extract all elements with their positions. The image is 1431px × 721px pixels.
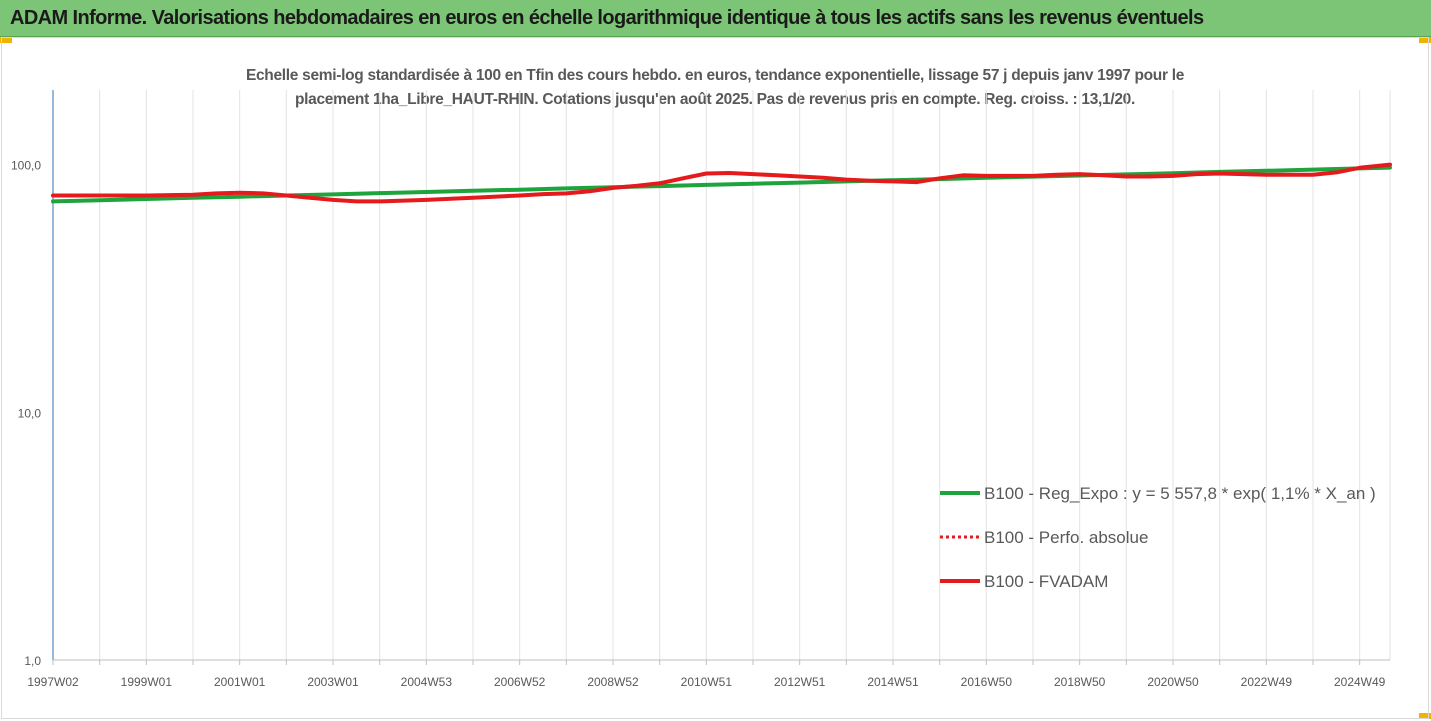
legend: B100 - Reg_Expo : y = 5 557,8 * exp( 1,1… bbox=[940, 484, 1376, 591]
x-tick-label: 2004W53 bbox=[401, 675, 453, 689]
y-tick-label: 1,0 bbox=[24, 654, 41, 668]
x-tick-label: 2014W51 bbox=[867, 675, 919, 689]
x-tick-label: 2020W50 bbox=[1147, 675, 1199, 689]
x-tick-label: 2012W51 bbox=[774, 675, 826, 689]
x-tick-label: 2003W01 bbox=[307, 675, 359, 689]
corner-mark-bottom-right bbox=[1419, 713, 1431, 719]
x-tick-label: 2001W01 bbox=[214, 675, 266, 689]
series-lines bbox=[51, 162, 1392, 204]
axes: 1997W02 1999W01 2001W01 2003W01 2004W53 2006W… bbox=[11, 90, 1390, 689]
x-tick-label: 2010W51 bbox=[681, 675, 733, 689]
x-tick-label: 2008W52 bbox=[587, 675, 639, 689]
legend-label-3: B100 - FVADAM bbox=[984, 572, 1108, 591]
chart-title-line-2: placement 1ha_Libre_HAUT-RHIN. Cotations… bbox=[294, 91, 1136, 108]
x-tick-label: 2022W49 bbox=[1241, 675, 1293, 689]
x-tick-label: 2018W50 bbox=[1054, 675, 1106, 689]
y-tick-label: 100,0 bbox=[11, 159, 41, 173]
chart-title-line-1: Echelle semi-log standardisée à 100 en T… bbox=[245, 67, 1185, 84]
legend-label-2: B100 - Perfo. absolue bbox=[984, 528, 1148, 547]
corner-mark-top-left bbox=[0, 37, 12, 43]
x-tick-label: 1997W02 bbox=[27, 675, 79, 689]
chart-frame bbox=[1, 37, 1429, 719]
x-tick-label: 2016W50 bbox=[961, 675, 1013, 689]
corner-mark-top-right bbox=[1419, 37, 1431, 43]
chart-title: Echelle semi-log standardisée à 100 en T… bbox=[120, 64, 1310, 112]
y-tick-label: 10,0 bbox=[18, 406, 42, 420]
x-tick-label: 2024W49 bbox=[1334, 675, 1386, 689]
x-tick-label: 2006W52 bbox=[494, 675, 546, 689]
title-banner: ADAM Informe. Valorisations hebdomadaire… bbox=[0, 0, 1431, 37]
legend-label-1: B100 - Reg_Expo : y = 5 557,8 * exp( 1,1… bbox=[984, 484, 1376, 503]
series-line-3 bbox=[51, 162, 1392, 204]
x-tick-label: 1999W01 bbox=[121, 675, 173, 689]
banner-title: ADAM Informe. Valorisations hebdomadaire… bbox=[10, 7, 1204, 29]
